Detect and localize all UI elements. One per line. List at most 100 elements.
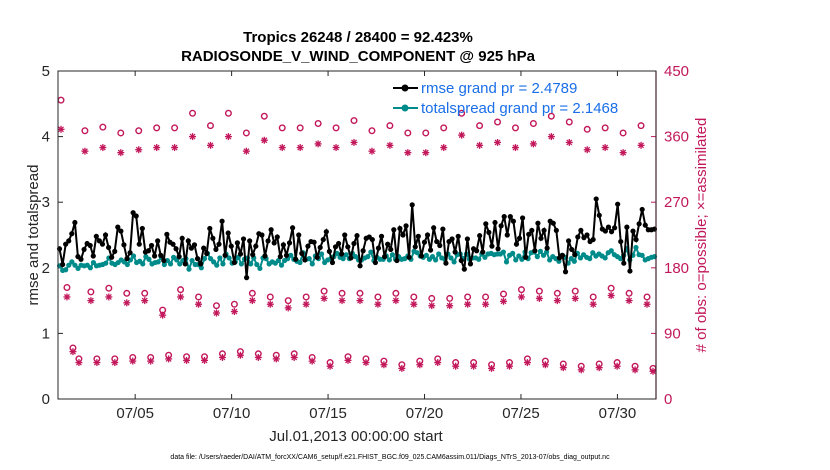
rmse-point [127,250,133,256]
rmse-point [382,254,388,260]
rmse-point [225,230,231,236]
rmse-point [495,246,501,252]
rmse-point [627,268,633,274]
obs-assimilated-marker [266,300,274,308]
totalspread-point [140,261,146,267]
rmse-point [320,236,326,243]
rmse-point [118,228,124,234]
rmse-point [66,238,72,244]
obs-assimilated-marker [159,311,167,319]
totalspread-point [75,265,81,272]
totalspread-point [63,267,69,273]
obs-assimilated-marker [613,362,621,370]
obs-assimilated-marker [356,297,364,305]
obs-assimilated-marker [224,133,232,141]
totalspread-point [602,255,608,261]
totalspread-point [275,257,281,264]
obs-assimilated-marker [541,361,549,369]
rmse-point [513,241,520,247]
rmse-point [618,238,624,245]
obs-possible-marker [571,287,579,295]
totalspread-point [309,261,315,267]
obs-assimilated-marker [589,300,597,308]
totalspread-point [146,256,152,262]
obs-assimilated-marker [201,356,209,364]
obs-assimilated-marker [625,297,633,305]
rmse-point [526,231,532,237]
rmse-point [437,242,443,249]
totalspread-point [155,259,161,265]
obs-assimilated-marker [177,293,185,301]
obs-assimilated-marker [254,353,262,361]
totalspread-point [103,260,109,266]
obs-assimilated-marker [374,300,382,308]
obs-assimilated-marker [242,147,250,155]
obs-assimilated-marker [601,144,609,152]
rmse-point [244,275,250,281]
x-tick-label: 07/25 [502,405,540,422]
obs-assimilated-marker [218,353,226,361]
obs-assimilated-marker [571,294,579,302]
obs-assimilated-marker [135,146,143,154]
rmse-point [191,242,198,248]
obs-possible-marker [314,119,322,127]
rmse-point [326,248,332,254]
totalspread-point [198,265,204,271]
totalspread-point [124,261,130,268]
rmse-point [575,234,581,240]
rmse-point [158,252,164,258]
totalspread-point [433,257,439,263]
obs-assimilated-marker [505,362,513,370]
rmse-point [253,243,259,249]
totalspread-point [617,256,624,262]
rmse-point [378,233,385,239]
rmse-point [78,256,84,262]
totalspread-point [340,256,346,262]
obs-assimilated-marker [452,362,460,370]
rmse-point [578,227,584,234]
rmse-point [516,235,523,241]
legend-spread-marker [401,104,409,112]
obs-assimilated-marker [111,359,119,367]
rmse-point [99,241,106,247]
obs-assimilated-marker [398,364,406,372]
totalspread-point [201,256,208,262]
rmse-point [240,236,247,242]
legend-rmse-label: rmse grand pr = 2.4789 [421,80,577,97]
rmse-point [572,252,578,258]
rmse-point [161,257,167,264]
rmse-point [283,252,290,258]
rmse-point [400,232,406,238]
rmse-point [198,261,204,267]
obs-assimilated-marker [517,293,525,301]
totalspread-point [130,253,137,259]
obs-assimilated-marker [99,144,107,152]
obs-possible-marker [511,124,519,132]
rmse-point [130,210,136,216]
totalspread-point [343,252,349,258]
rmse-point [60,261,66,268]
obs-possible-marker [302,293,310,301]
rmse-point [345,244,351,250]
totalspread-point [238,261,245,267]
obs-possible-marker [458,109,466,117]
footnote: data file: /Users/raeder/DAI/ATM_forcXX/… [170,454,610,461]
rmse-point [504,232,510,238]
rmse-point [403,223,409,229]
rmse-point [290,225,296,231]
rmse-point [569,246,575,253]
obs-possible-marker [81,127,89,135]
totalspread-point [423,252,429,258]
rmse-point [81,246,87,253]
rmse-point [280,242,286,248]
rmse-point [213,246,219,253]
rmse-point [314,254,320,260]
rmse-point [544,245,550,251]
obs-possible-marker [320,287,328,295]
obs-assimilated-marker [117,149,125,157]
totalspread-point [186,266,192,272]
y2-tick-label: 180 [664,260,689,277]
totalspread-point [66,262,72,268]
totalspread-point [189,257,195,264]
